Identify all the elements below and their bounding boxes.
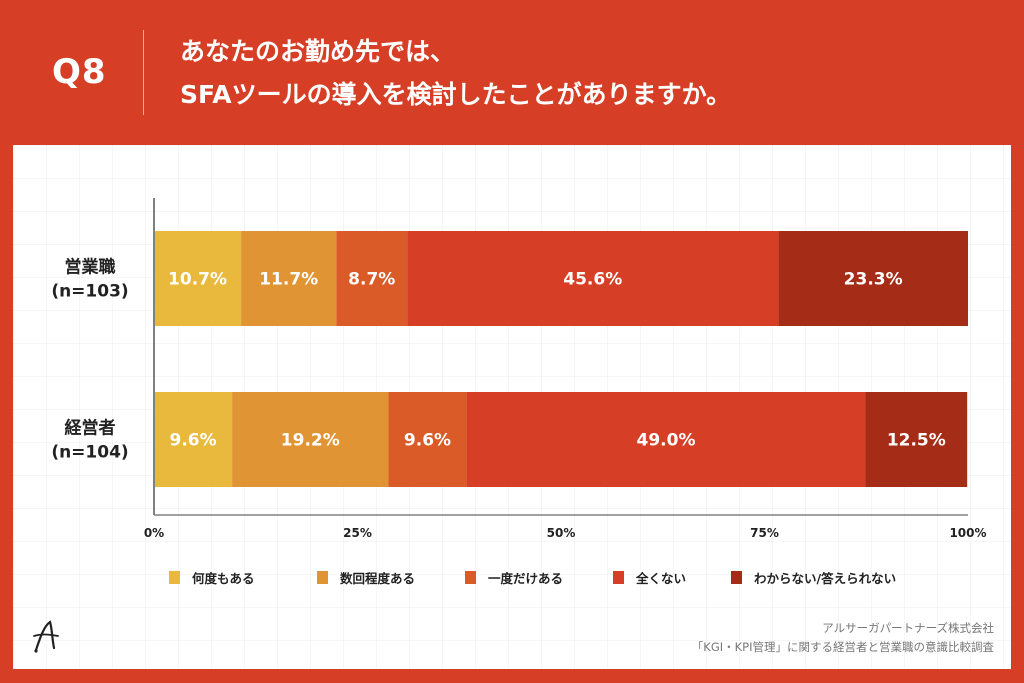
bar-segment-label: 9.6%	[404, 431, 451, 451]
legend-swatch	[169, 571, 180, 584]
x-tick-label: 50%	[547, 526, 576, 540]
bars-group: 10.7% 11.7% 8.7% 45.6% 23.3% 9.6% 19.2% 9.6% 49.…	[154, 231, 968, 487]
bar-segment-label: 23.3%	[844, 270, 903, 290]
bar-segment-label: 9.6%	[169, 431, 216, 451]
bar-segment-label: 49.0%	[637, 431, 696, 451]
legend-label: 一度だけある	[488, 571, 564, 586]
question-title-line2: SFAツールの導入を検討したことがありますか。	[180, 80, 732, 109]
legend-swatch	[465, 571, 476, 584]
bar-segment-label: 11.7%	[259, 270, 318, 290]
legend-swatch	[731, 571, 742, 584]
row-label: 営業職	[65, 257, 116, 278]
bar-segment-label: 12.5%	[887, 431, 946, 451]
legend-item: 全くない	[613, 568, 731, 587]
bar-segment	[232, 392, 389, 487]
logo-a-icon	[33, 620, 59, 653]
bar-segment	[336, 231, 408, 326]
bar-segment-label: 45.6%	[563, 270, 622, 290]
row-label: 経営者	[65, 418, 116, 439]
legend-swatch	[613, 571, 624, 584]
x-tick-label: 100%	[949, 526, 986, 540]
legend-label: 全くない	[636, 571, 687, 586]
header-divider	[143, 30, 144, 115]
footer-survey-title: 「KGI・KPI管理」に関する経営者と営業職の意識比較調査	[691, 640, 994, 654]
legend-item: 数回程度ある	[317, 568, 465, 587]
legend-label: 数回程度ある	[340, 571, 416, 586]
question-title-line1: あなたのお勤め先では、	[180, 37, 456, 66]
bar-segment	[241, 231, 337, 326]
legend: 何度もある 数回程度ある 一度だけある 全くない わからない/答えられない	[169, 568, 931, 587]
x-tick-label: 25%	[343, 526, 372, 540]
bar-segment	[154, 231, 242, 326]
bar-segment	[865, 392, 968, 487]
row-labels-group: 営業職 (n=103) 経営者 (n=104)	[51, 257, 128, 463]
legend-label: 何度もある	[192, 571, 255, 586]
row-sample-size: (n=103)	[51, 282, 128, 302]
bar-segment-label: 10.7%	[168, 270, 227, 290]
row-sample-size: (n=104)	[51, 443, 128, 463]
x-tick-label: 75%	[750, 526, 779, 540]
bar-segment	[407, 231, 779, 326]
bar-segment	[778, 231, 968, 326]
x-ticks-group: 0% 25% 50% 75% 100%	[144, 526, 987, 540]
question-title: あなたのお勤め先では、 SFAツールの導入を検討したことがありますか。	[180, 30, 731, 116]
question-number: Q8	[52, 52, 107, 92]
legend-label: わからない/答えられない	[754, 571, 897, 586]
legend-item: わからない/答えられない	[731, 568, 931, 587]
bar-segment	[388, 392, 467, 487]
x-tick-label: 0%	[144, 526, 164, 540]
legend-item: 何度もある	[169, 568, 317, 587]
header: Q8 あなたのお勤め先では、 SFAツールの導入を検討したことがありますか。	[0, 0, 1024, 145]
footer-company: アルサーガパートナーズ株式会社	[822, 621, 994, 635]
bar-segment	[154, 392, 233, 487]
bar-segment-label: 8.7%	[348, 270, 395, 290]
bar-segment	[466, 392, 866, 487]
bar-segment-label: 19.2%	[281, 431, 340, 451]
company-logo	[30, 618, 66, 654]
legend-swatch	[317, 571, 328, 584]
legend-item: 一度だけある	[465, 568, 613, 587]
